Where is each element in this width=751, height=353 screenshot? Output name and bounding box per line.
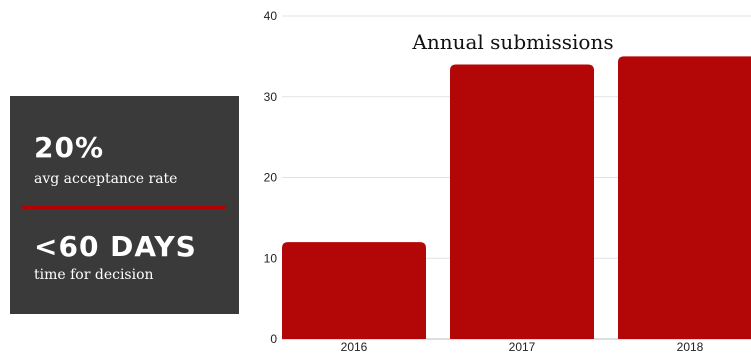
y-tick-label: 20 <box>264 171 278 185</box>
x-tick-label: 2018 <box>677 340 704 353</box>
stats-divider <box>22 206 226 209</box>
chart-title: Annual submissions <box>411 30 613 54</box>
stats-panel: 20% avg acceptance rate <60 DAYS time fo… <box>10 96 239 314</box>
y-tick-label: 30 <box>264 90 278 104</box>
decision-time-label: time for decision <box>34 267 154 283</box>
acceptance-rate-label: avg acceptance rate <box>34 171 178 187</box>
acceptance-rate-value: 20% <box>34 131 105 164</box>
bar-2016 <box>282 242 426 339</box>
y-tick-label: 10 <box>264 251 278 265</box>
y-tick-label: 0 <box>270 332 277 346</box>
y-tick-label: 40 <box>264 9 278 23</box>
x-tick-label: 2017 <box>509 340 536 353</box>
decision-time-value: <60 DAYS <box>34 230 197 263</box>
bar-2017 <box>450 64 594 339</box>
x-tick-label: 2016 <box>341 340 368 353</box>
bar-2018 <box>618 56 751 339</box>
